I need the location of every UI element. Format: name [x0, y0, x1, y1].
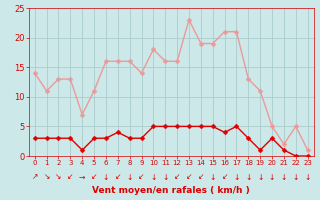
Text: ↓: ↓ — [292, 172, 299, 182]
Text: ↓: ↓ — [233, 172, 240, 182]
X-axis label: Vent moyen/en rafales ( km/h ): Vent moyen/en rafales ( km/h ) — [92, 186, 250, 195]
Text: ↙: ↙ — [186, 172, 192, 182]
Text: ↓: ↓ — [281, 172, 287, 182]
Text: ↙: ↙ — [198, 172, 204, 182]
Text: ↙: ↙ — [174, 172, 180, 182]
Text: ↙: ↙ — [221, 172, 228, 182]
Text: ↓: ↓ — [103, 172, 109, 182]
Text: ↓: ↓ — [257, 172, 263, 182]
Text: ↓: ↓ — [269, 172, 275, 182]
Text: →: → — [79, 172, 85, 182]
Text: ↙: ↙ — [91, 172, 97, 182]
Text: ↗: ↗ — [32, 172, 38, 182]
Text: ↓: ↓ — [150, 172, 156, 182]
Text: ↘: ↘ — [44, 172, 50, 182]
Text: ↙: ↙ — [67, 172, 74, 182]
Text: ↙: ↙ — [115, 172, 121, 182]
Text: ↘: ↘ — [55, 172, 62, 182]
Text: ↓: ↓ — [304, 172, 311, 182]
Text: ↓: ↓ — [126, 172, 133, 182]
Text: ↓: ↓ — [162, 172, 168, 182]
Text: ↓: ↓ — [245, 172, 252, 182]
Text: ↙: ↙ — [138, 172, 145, 182]
Text: ↓: ↓ — [210, 172, 216, 182]
